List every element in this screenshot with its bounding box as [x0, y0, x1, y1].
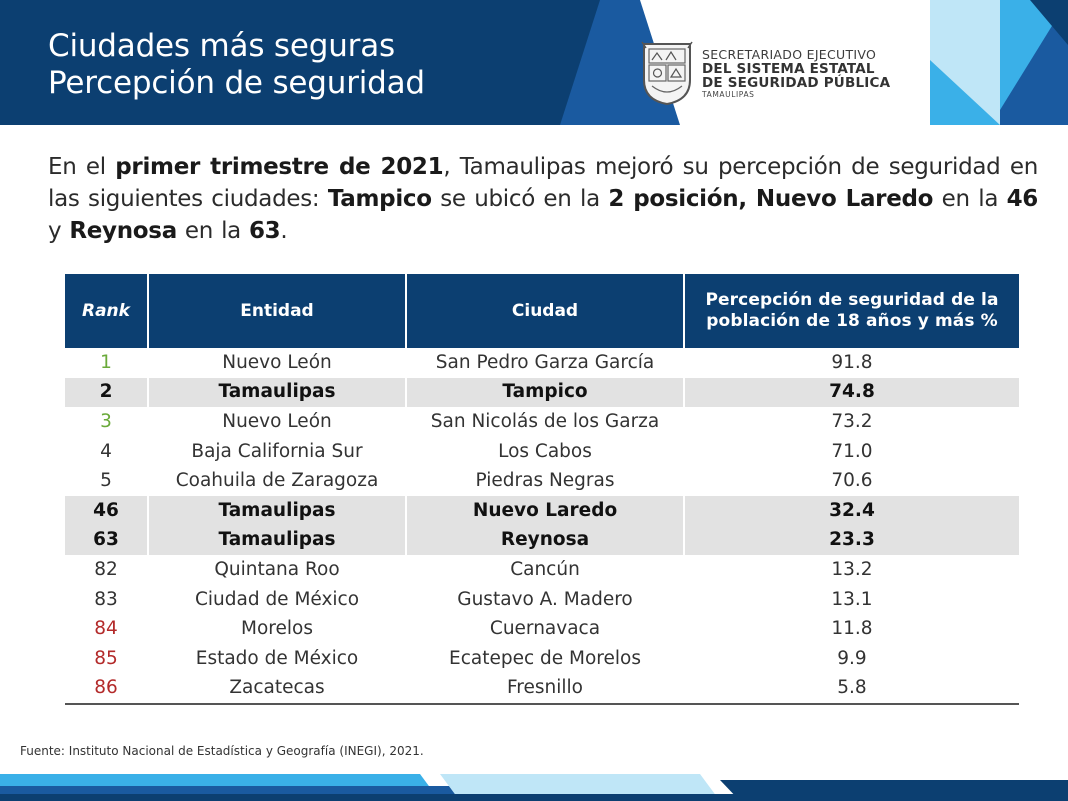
percepcion-cell: 5.8 — [684, 673, 1019, 706]
table-row: 46 Tamaulipas Nuevo Laredo 32.4 — [65, 495, 1019, 526]
entidad-cell: Zacatecas — [148, 673, 407, 706]
table-header-row: Rank Entidad Ciudad Percepción de seguri… — [65, 274, 1019, 348]
table-row: 2 Tamaulipas Tampico 74.8 — [65, 377, 1019, 408]
entidad-cell: Nuevo León — [148, 407, 407, 437]
tamaulipas-coat-of-arms-icon — [641, 41, 693, 106]
header-rank: Rank — [65, 274, 149, 348]
entidad-cell: Nuevo León — [148, 348, 407, 378]
intro-text: , Tamaulipas mejoró su percepción de seg… — [48, 154, 1038, 212]
ranking-table: Rank Entidad Ciudad Percepción de seguri… — [65, 274, 1019, 706]
percepcion-cell: 71.0 — [831, 440, 873, 462]
intro-text: se ubicó en la — [431, 186, 609, 212]
header-banner: Ciudades más seguras Percepción de segur… — [0, 0, 1068, 125]
ciudad-cell: Ecatepec de Morelos — [406, 643, 685, 674]
title-line-1: Ciudades más seguras — [48, 28, 395, 64]
ciudad-cell: Fresnillo — [406, 673, 685, 706]
table-row: 84 Morelos Cuernavaca 11.8 — [65, 614, 1019, 644]
intro-paragraph: En el primer trimestre de 2021, Tamaulip… — [48, 151, 1038, 247]
entidad-cell: Tamaulipas — [148, 495, 407, 526]
org-line-1: SECRETARIADO EJECUTIVO — [702, 47, 877, 62]
ciudad-cell: Piedras Negras — [406, 466, 685, 496]
ciudad-cell: Cancún — [406, 555, 685, 585]
entidad-cell: Coahuila de Zaragoza — [148, 466, 407, 496]
percepcion-cell: 32.4 — [684, 495, 1019, 526]
ciudad-cell: Los Cabos — [406, 436, 685, 467]
ciudad-cell: Gustavo A. Madero — [406, 584, 685, 615]
org-line-2: DEL SISTEMA ESTATAL — [702, 61, 875, 77]
percepcion-cell: 91.8 — [831, 351, 873, 373]
intro-bold: primer trimestre de 2021 — [115, 154, 444, 180]
table-row: 4 Baja California Sur Los Cabos 71.0 — [65, 436, 1019, 467]
rank-cell: 2 — [65, 377, 149, 408]
table-row: 3 Nuevo León San Nicolás de los Garza 73.2 — [65, 407, 1019, 437]
page-title: Ciudades más seguras Percepción de segur… — [48, 28, 425, 102]
title-line-2: Percepción de seguridad — [48, 65, 425, 101]
rank-cell: 4 — [65, 436, 149, 467]
ciudad-cell: Reynosa — [406, 525, 685, 556]
rank-cell: 1 — [65, 348, 149, 378]
percepcion-cell: 74.8 — [684, 377, 1019, 408]
intro-bold: 63 — [248, 218, 281, 244]
table-row: 1 Nuevo León San Pedro Garza García 91.8 — [65, 348, 1019, 378]
percepcion-cell: 73.2 — [831, 410, 873, 432]
intro-text: en la — [933, 186, 1007, 212]
intro-text: En el — [48, 154, 116, 180]
entidad-cell: Estado de México — [148, 643, 407, 674]
percepcion-cell: 11.8 — [831, 618, 873, 640]
rank-cell: 83 — [65, 584, 149, 615]
org-line-3: DE SEGURIDAD PÚBLICA — [702, 75, 891, 91]
intro-bold: 46 — [1006, 186, 1039, 212]
rank-cell: 82 — [65, 555, 149, 585]
ciudad-cell: San Pedro Garza García — [406, 348, 685, 378]
org-line-4: TAMAULIPAS — [702, 90, 755, 99]
table-header: Rank Entidad Ciudad Percepción de seguri… — [65, 274, 1019, 348]
rank-cell: 84 — [65, 614, 149, 644]
intro-bold: Reynosa — [69, 218, 177, 244]
entidad-cell: Tamaulipas — [148, 525, 407, 556]
table-body: 1 Nuevo León San Pedro Garza García 91.8 2 Ta… — [65, 348, 1019, 706]
ciudad-cell: Tampico — [406, 377, 685, 408]
table-row: 63 Tamaulipas Reynosa 23.3 — [65, 525, 1019, 556]
ciudad-cell: Nuevo Laredo — [406, 495, 685, 526]
intro-text: en la — [176, 218, 249, 244]
ciudad-cell: San Nicolás de los Garza — [406, 407, 685, 437]
entidad-cell: Tamaulipas — [148, 377, 407, 408]
percepcion-cell: 70.6 — [831, 470, 873, 492]
rank-cell: 63 — [65, 525, 149, 556]
table-row: 83 Ciudad de México Gustavo A. Madero 13.1 — [65, 584, 1019, 615]
percepcion-cell: 23.3 — [684, 525, 1019, 556]
source-note: Fuente: Instituto Nacional de Estadístic… — [20, 744, 424, 758]
table-row: 86 Zacatecas Fresnillo 5.8 — [65, 673, 1019, 706]
entidad-cell: Quintana Roo — [148, 555, 407, 585]
rank-cell: 5 — [65, 466, 149, 496]
table-row: 85 Estado de México Ecatepec de Morelos 9.9 — [65, 643, 1019, 674]
intro-text: . — [280, 218, 288, 244]
header-entidad: Entidad — [148, 274, 407, 348]
rank-cell: 46 — [65, 495, 149, 526]
table-row: 5 Coahuila de Zaragoza Piedras Negras 70.6 — [65, 466, 1019, 496]
entidad-cell: Morelos — [148, 614, 407, 644]
intro-text: y — [48, 218, 70, 244]
organization-logo: SECRETARIADO EJECUTIVO DEL SISTEMA ESTAT… — [640, 40, 930, 110]
header-ciudad: Ciudad — [406, 274, 685, 348]
intro-bold: Tampico — [327, 186, 432, 212]
table-row: 82 Quintana Roo Cancún 13.2 — [65, 555, 1019, 585]
rank-cell: 85 — [65, 643, 149, 674]
rank-cell: 3 — [65, 407, 149, 437]
ciudad-cell: Cuernavaca — [406, 614, 685, 644]
percepcion-cell: 13.2 — [831, 558, 873, 580]
percepcion-cell: 9.9 — [837, 647, 867, 669]
intro-bold: 2 posición, Nuevo Laredo — [608, 186, 934, 212]
entidad-cell: Baja California Sur — [148, 436, 407, 467]
bottom-decorative-bar — [0, 770, 1068, 801]
percepcion-cell: 13.1 — [831, 588, 873, 610]
organization-name: SECRETARIADO EJECUTIVO DEL SISTEMA ESTAT… — [702, 48, 890, 100]
entidad-cell: Ciudad de México — [148, 584, 407, 615]
header-percepcion: Percepción de seguridad de la población … — [684, 274, 1019, 348]
rank-cell: 86 — [65, 673, 149, 706]
